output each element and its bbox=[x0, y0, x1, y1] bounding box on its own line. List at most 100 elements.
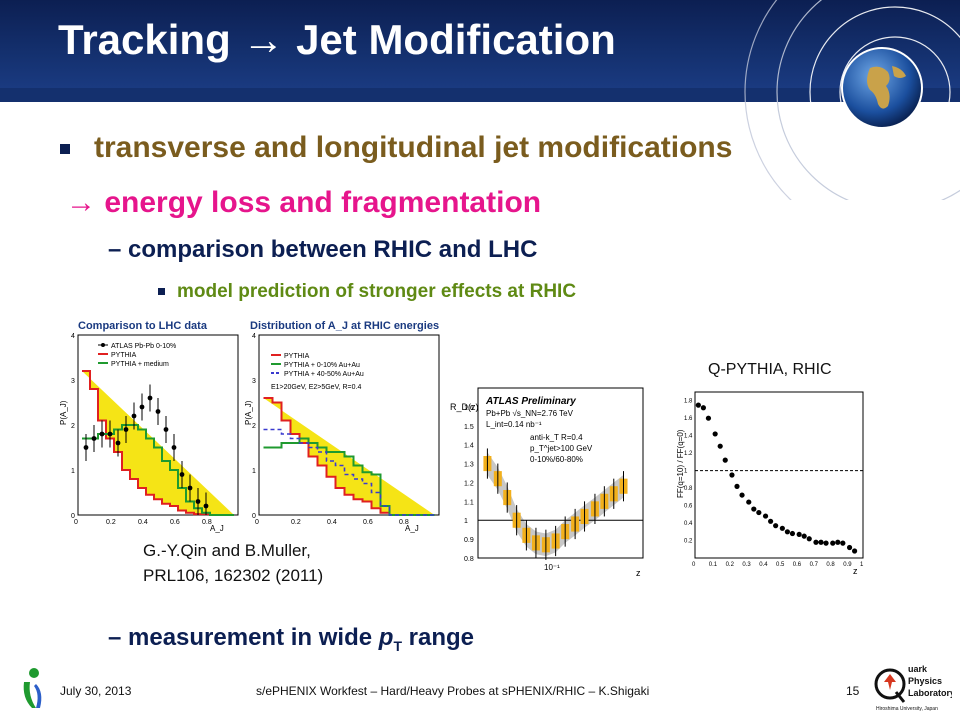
pythia-40-50-line bbox=[263, 428, 435, 516]
data-point bbox=[717, 443, 723, 449]
svg-text:Hiroshima University, Japan: Hiroshima University, Japan bbox=[876, 706, 938, 712]
data-point bbox=[756, 509, 762, 516]
y-tick-label: 3 bbox=[71, 378, 75, 385]
data-point bbox=[835, 539, 841, 545]
data-point bbox=[739, 492, 745, 498]
data-point bbox=[700, 405, 706, 411]
systematic-band bbox=[487, 452, 624, 557]
slide-title: Tracking → Jet Modification bbox=[58, 16, 616, 63]
bullet-text: model prediction of stronger effects at … bbox=[177, 281, 577, 302]
atlas-data-point bbox=[83, 445, 89, 450]
figure-lhc-comparison: Comparison to LHC data P(A_J) A_J ATLAS … bbox=[60, 313, 245, 535]
x-tick-label: 0.2 bbox=[106, 519, 116, 526]
atlas-data-point bbox=[171, 445, 177, 450]
x-tick-label: 0.9 bbox=[843, 562, 852, 568]
x-axis-label: z bbox=[853, 566, 858, 576]
y-tick-label: 0.8 bbox=[464, 556, 474, 563]
x-tick-label: 0.8 bbox=[399, 519, 409, 526]
legend-pythia-medium: PYTHIA + medium bbox=[111, 361, 169, 368]
legend-pythia-40-50: PYTHIA + 40-50% Au+Au bbox=[284, 371, 364, 378]
figure-q-pythia: FF(q=10) / FF(q=0) z 0 0.1 0.2 0.3 0.4 0.5 0.6… bbox=[673, 388, 865, 580]
t-subscript: T bbox=[393, 637, 402, 654]
data-point bbox=[746, 499, 752, 505]
y-tick-label: 1.5 bbox=[464, 424, 474, 431]
bullet-text-suffix: range bbox=[402, 624, 475, 651]
x-tick-label: 0.1 bbox=[709, 562, 718, 568]
quark-physics-laboratory-logo: uark Physics Laboratory Hiroshima Univer… bbox=[874, 664, 952, 712]
bullet-energy-loss: → energy loss and fragmentation bbox=[66, 186, 542, 219]
globe-icon bbox=[841, 47, 923, 129]
y-tick-label: 1.3 bbox=[464, 462, 474, 469]
title-bar-strip bbox=[0, 88, 960, 102]
bullet-jet-modifications: transverse and longitudinal jet modifica… bbox=[60, 131, 732, 165]
x-tick-label: 1 bbox=[860, 562, 864, 568]
atlas-data-point bbox=[131, 413, 137, 419]
collision-label: Pb+Pb √s_NN=2.76 TeV bbox=[486, 409, 574, 418]
data-point bbox=[830, 540, 836, 546]
data-point bbox=[712, 431, 718, 437]
x-tick-label: 0.2 bbox=[726, 562, 735, 568]
footer-event: s/ePHENIX Workfest – Hard/Heavy Probes a… bbox=[256, 684, 650, 698]
atlas-data-point bbox=[195, 499, 201, 504]
figure-atlas-rdz: ATLAS Preliminary Pb+Pb √s_NN=2.76 TeV L… bbox=[448, 380, 648, 580]
x-tick-label: 0.4 bbox=[327, 519, 337, 526]
pythia-medium-line bbox=[82, 424, 234, 516]
y-tick-label: 0.9 bbox=[464, 537, 474, 544]
y-tick-label: 1.2 bbox=[684, 451, 693, 457]
atlas-data-point bbox=[179, 472, 185, 477]
atlas-data-point bbox=[203, 503, 209, 509]
plot-frame bbox=[77, 334, 239, 516]
bullet-wide-pt: – measurement in wide pT range bbox=[108, 624, 474, 654]
data-point bbox=[806, 536, 812, 542]
data-point bbox=[722, 457, 728, 463]
atlas-data-point bbox=[99, 431, 105, 437]
x-tick-label: 0.8 bbox=[202, 519, 212, 526]
x-tick-label: 0 bbox=[692, 562, 696, 568]
y-tick-label: 1.2 bbox=[464, 480, 474, 487]
x-axis-label: A_J bbox=[405, 524, 419, 533]
y-tick-label: 0.8 bbox=[684, 486, 693, 492]
y-tick-label: 0.6 bbox=[684, 504, 693, 510]
atlas-preliminary-label: ATLAS Preliminary bbox=[485, 396, 576, 407]
y-tick-label: 0 bbox=[252, 513, 256, 520]
pythia-line bbox=[82, 370, 234, 516]
atlas-data-point bbox=[123, 427, 129, 432]
atlas-data-point bbox=[115, 440, 121, 446]
y-tick-label: 4 bbox=[252, 333, 256, 340]
y-tick-label: 1 bbox=[252, 468, 256, 475]
citation: G.-Y.Qin and B.Muller, PRL106, 162302 (2… bbox=[143, 538, 323, 588]
data-point bbox=[813, 539, 819, 545]
y-axis-label: P(A_J) bbox=[245, 400, 253, 425]
atlas-data-point bbox=[91, 436, 97, 441]
x-tick-label: 0.8 bbox=[826, 562, 835, 568]
x-tick-label: 0.4 bbox=[759, 562, 768, 568]
y-tick-label: 1.4 bbox=[464, 443, 474, 450]
data-point bbox=[846, 544, 853, 551]
x-axis-label: z bbox=[636, 568, 641, 578]
x-tick-label: 0 bbox=[74, 519, 78, 526]
svg-text:uark: uark bbox=[908, 664, 928, 674]
bullet-text-prefix: – measurement in wide bbox=[108, 624, 379, 651]
bullet-marker bbox=[158, 288, 165, 296]
figure-title: Distribution of A_J at RHIC energies bbox=[250, 320, 439, 332]
y-tick-label: 4 bbox=[71, 333, 75, 340]
plot-frame bbox=[477, 387, 644, 559]
x-tick-label: 0.4 bbox=[138, 519, 148, 526]
data-point bbox=[818, 539, 824, 545]
y-tick-label: 0.2 bbox=[684, 539, 693, 545]
atlas-data-point bbox=[163, 427, 169, 432]
atlas-data-point bbox=[155, 409, 161, 414]
luminosity-label: L_int=0.14 nb⁻¹ bbox=[486, 420, 542, 429]
slide-number: 15 bbox=[846, 684, 860, 698]
data-point bbox=[773, 523, 779, 529]
svg-text:Laboratory: Laboratory bbox=[908, 688, 952, 698]
y-tick-label: 1.8 bbox=[684, 399, 693, 405]
data-point bbox=[840, 540, 846, 546]
data-point bbox=[768, 518, 774, 524]
data-point bbox=[789, 530, 796, 537]
atlas-data-point bbox=[147, 395, 153, 401]
plot-frame bbox=[258, 334, 440, 516]
bullet-model-prediction: model prediction of stronger effects at … bbox=[158, 281, 576, 303]
citation-reference: PRL106, 162302 (2011) bbox=[143, 566, 324, 585]
x-tick-label: 0.7 bbox=[810, 562, 819, 568]
